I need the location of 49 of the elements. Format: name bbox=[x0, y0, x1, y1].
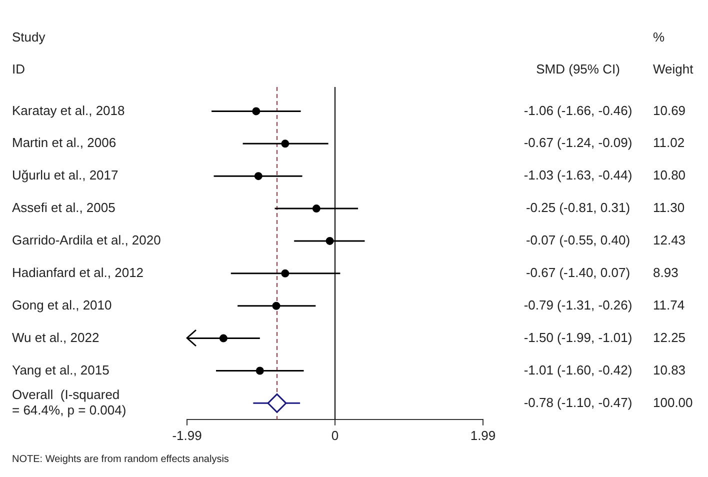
text: 11.30 bbox=[653, 200, 685, 216]
data-label: -0.07 (-0.55, 0.40) bbox=[526, 232, 630, 248]
point bbox=[252, 107, 260, 116]
text: SMD (95% CI) bbox=[536, 62, 620, 77]
y-tick-label: Martin et al., 2006 bbox=[12, 135, 116, 150]
point bbox=[256, 366, 264, 375]
point bbox=[312, 204, 320, 213]
y-tick-label: Wu et al., 2022 bbox=[12, 330, 100, 345]
x-tick-label: -1.99 bbox=[172, 428, 202, 443]
text: 11.74 bbox=[653, 297, 685, 312]
point bbox=[219, 334, 228, 342]
point bbox=[281, 269, 290, 278]
y-tick-label: Gong et al., 2010 bbox=[12, 297, 112, 312]
y-tick-label: Yang et al., 2015 bbox=[12, 362, 110, 378]
text: % bbox=[653, 30, 665, 45]
point bbox=[272, 302, 280, 310]
text: Study bbox=[12, 30, 46, 45]
data-label: -1.50 (-1.99, -1.01) bbox=[524, 330, 632, 345]
text: 12.43 bbox=[653, 232, 686, 248]
y-tick-label: Overall (I-squared = 64.4%, p = 0.004) bbox=[12, 386, 126, 418]
text: ID bbox=[12, 62, 25, 77]
text: 8.93 bbox=[653, 265, 678, 280]
y-tick-label: Karatay et al., 2018 bbox=[12, 102, 125, 118]
data-label: -0.79 (-1.31, -0.26) bbox=[524, 297, 632, 312]
text: Weight bbox=[653, 62, 694, 77]
data-label: -1.01 (-1.60, -0.42) bbox=[524, 362, 632, 378]
data-label: -0.67 (-1.24, -0.09) bbox=[524, 135, 632, 150]
x-tick-label: 1.99 bbox=[470, 428, 496, 443]
text: 10.80 bbox=[653, 168, 686, 183]
text: 12.25 bbox=[653, 330, 686, 345]
point bbox=[254, 172, 262, 180]
point bbox=[281, 140, 290, 148]
y-tick-label: Assefi et al., 2005 bbox=[12, 200, 116, 216]
x-tick-label: 0 bbox=[331, 428, 339, 443]
point bbox=[267, 393, 287, 413]
data-label: -1.06 (-1.66, -0.46) bbox=[524, 102, 632, 118]
text: 10.83 bbox=[653, 362, 686, 378]
y-tick-label: Garrido-Ardila et al., 2020 bbox=[12, 232, 161, 248]
point bbox=[326, 236, 334, 245]
text: 10.69 bbox=[653, 102, 686, 118]
y-tick-label: Hadianfard et al., 2012 bbox=[12, 265, 144, 280]
data-label: -0.67 (-1.40, 0.07) bbox=[526, 265, 630, 280]
text: 100.00 bbox=[653, 394, 693, 410]
text: NOTE: Weights are from random effects analysis bbox=[12, 454, 229, 465]
data-label: -0.25 (-0.81, 0.31) bbox=[526, 200, 630, 216]
data-label: -1.03 (-1.63, -0.44) bbox=[524, 168, 632, 183]
text: -0.78 (-1.10, -0.47) bbox=[524, 394, 632, 410]
y-tick-label: Uğurlu et al., 2017 bbox=[12, 168, 118, 183]
text: 11.02 bbox=[653, 135, 685, 150]
